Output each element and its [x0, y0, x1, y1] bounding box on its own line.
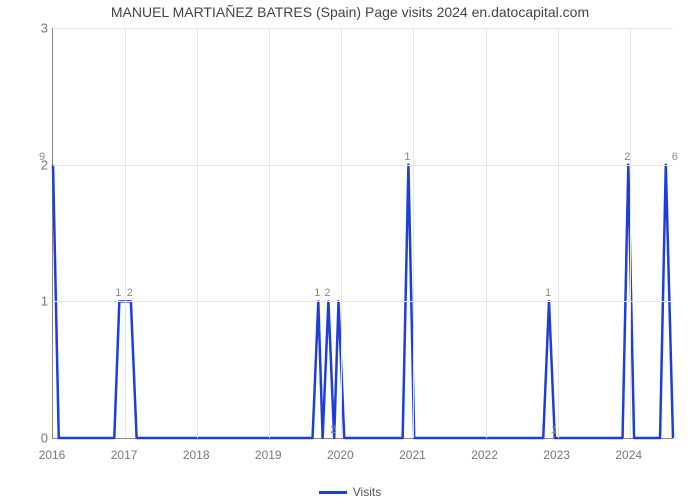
x-tick-label: 2020: [327, 448, 354, 462]
gridline-h: [53, 28, 673, 29]
plot-area: [52, 28, 673, 439]
point-label: 1: [314, 287, 320, 299]
x-tick-label: 2022: [471, 448, 498, 462]
gridline-v: [558, 28, 559, 438]
y-tick-label: 3: [30, 21, 48, 36]
point-label: 1: [404, 151, 410, 163]
point-label: 1: [115, 287, 121, 299]
gridline-v: [197, 28, 198, 438]
x-tick-label: 2019: [255, 448, 282, 462]
legend-swatch: [319, 491, 347, 494]
point-label: 2: [624, 151, 630, 163]
x-tick-label: 2021: [399, 448, 426, 462]
x-tick-label: 2017: [111, 448, 138, 462]
legend: Visits: [0, 485, 700, 499]
point-label: 2: [127, 287, 133, 299]
point-label: 9: [39, 151, 45, 163]
chart-title: MANUEL MARTIAÑEZ BATRES (Spain) Page vis…: [0, 4, 700, 20]
y-tick-label: 0: [30, 431, 48, 446]
gridline-v: [413, 28, 414, 438]
x-tick-label: 2018: [183, 448, 210, 462]
gridline-v: [341, 28, 342, 438]
point-label: 2: [324, 287, 330, 299]
gridline-v: [486, 28, 487, 438]
legend-label: Visits: [353, 485, 381, 499]
point-label: 2: [330, 424, 336, 436]
point-label: 6: [672, 151, 678, 163]
point-label: 1: [551, 424, 557, 436]
gridline-v: [125, 28, 126, 438]
line-series: [53, 28, 673, 438]
gridline-h: [53, 301, 673, 302]
x-tick-label: 2024: [615, 448, 642, 462]
x-tick-label: 2023: [543, 448, 570, 462]
gridline-v: [269, 28, 270, 438]
x-tick-label: 2016: [39, 448, 66, 462]
chart-container: MANUEL MARTIAÑEZ BATRES (Spain) Page vis…: [0, 0, 700, 500]
y-tick-label: 1: [30, 294, 48, 309]
point-label: 1: [545, 287, 551, 299]
gridline-h: [53, 165, 673, 166]
gridline-v: [630, 28, 631, 438]
